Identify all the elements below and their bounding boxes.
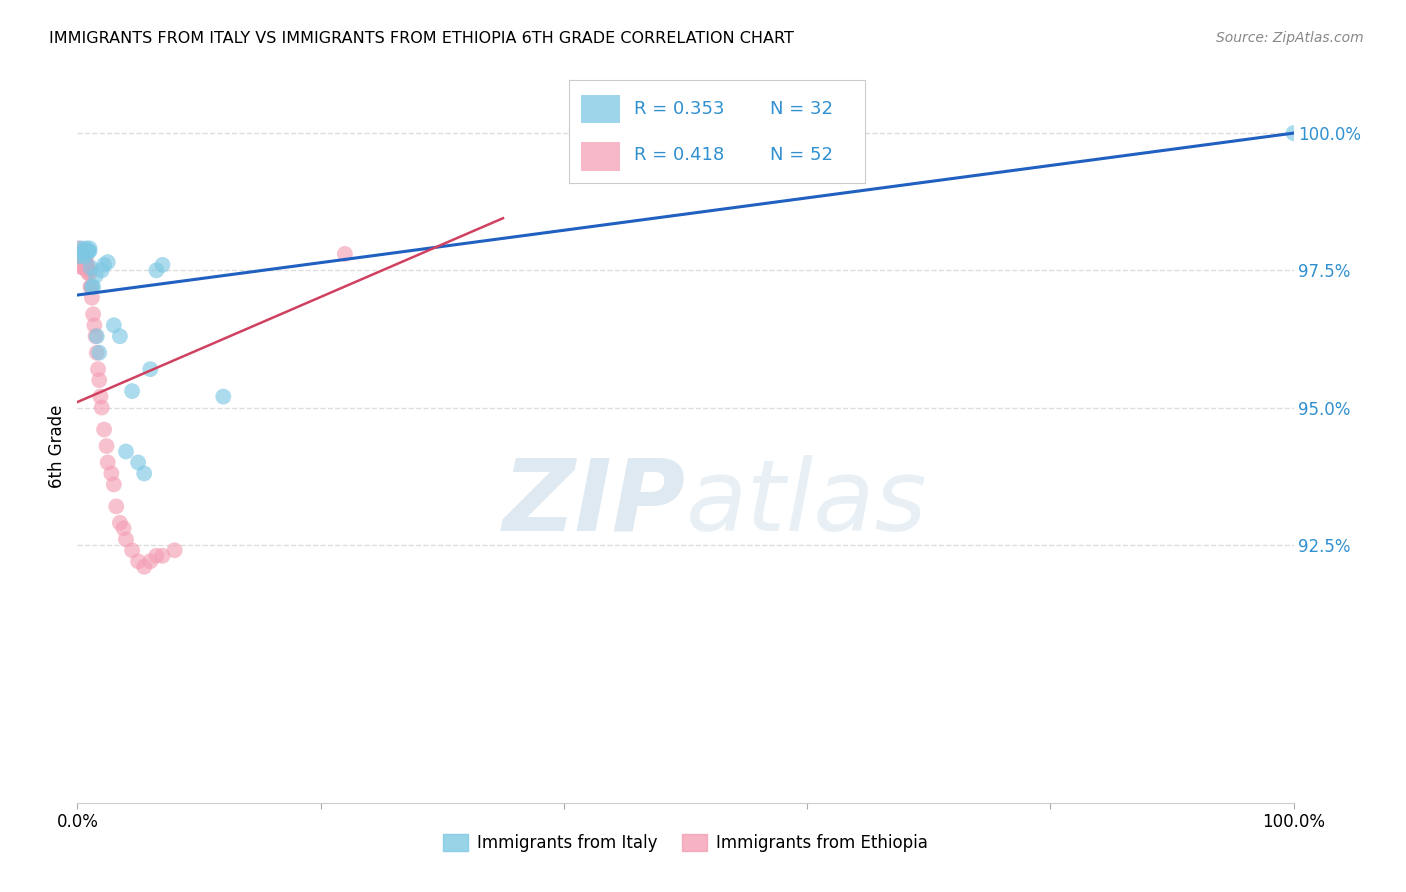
Point <box>127 455 149 469</box>
Point <box>82 307 104 321</box>
Text: ZIP: ZIP <box>502 455 686 551</box>
Point <box>108 329 131 343</box>
Point <box>103 477 125 491</box>
Point <box>86 329 108 343</box>
Point <box>100 467 122 481</box>
Point <box>96 439 118 453</box>
Point <box>115 444 138 458</box>
Point <box>89 390 111 404</box>
Point <box>70 252 93 267</box>
Point <box>67 250 90 264</box>
Point <box>212 390 235 404</box>
Point <box>115 533 138 547</box>
Point <box>80 280 103 294</box>
Point <box>90 401 112 415</box>
Point <box>84 329 107 343</box>
Point <box>80 291 103 305</box>
Point <box>134 559 156 574</box>
Point <box>79 266 101 280</box>
Point <box>152 258 174 272</box>
Point <box>121 543 143 558</box>
Text: N = 32: N = 32 <box>770 100 834 118</box>
Point <box>105 500 128 514</box>
Point <box>67 241 90 255</box>
Point <box>73 250 96 264</box>
Point <box>82 280 104 294</box>
Text: R = 0.353: R = 0.353 <box>634 100 725 118</box>
Point <box>75 244 97 259</box>
Point <box>163 543 186 558</box>
Point <box>145 549 167 563</box>
Point <box>145 263 167 277</box>
Legend: Immigrants from Italy, Immigrants from Ethiopia: Immigrants from Italy, Immigrants from E… <box>437 827 934 859</box>
Point <box>97 255 120 269</box>
Point <box>1282 126 1305 140</box>
Point <box>76 260 98 275</box>
Point <box>67 250 90 264</box>
Point <box>70 247 93 261</box>
Point <box>93 423 115 437</box>
Point <box>80 280 103 294</box>
Bar <box>581 95 620 123</box>
Point <box>69 252 91 267</box>
Point <box>72 255 94 269</box>
Point <box>139 554 162 568</box>
Point <box>76 258 98 272</box>
Point <box>77 263 100 277</box>
Point <box>76 244 98 259</box>
Point <box>75 241 97 255</box>
Point <box>121 384 143 398</box>
Point <box>69 247 91 261</box>
Point <box>97 455 120 469</box>
Text: R = 0.418: R = 0.418 <box>634 146 724 164</box>
Bar <box>581 142 620 170</box>
Point <box>72 252 94 267</box>
Point <box>70 260 93 275</box>
Text: IMMIGRANTS FROM ITALY VS IMMIGRANTS FROM ETHIOPIA 6TH GRADE CORRELATION CHART: IMMIGRANTS FROM ITALY VS IMMIGRANTS FROM… <box>49 31 794 46</box>
Point <box>77 266 100 280</box>
Point <box>77 244 100 259</box>
Point <box>79 241 101 255</box>
Point <box>75 260 97 275</box>
Point <box>333 247 356 261</box>
Point <box>152 549 174 563</box>
Point <box>72 244 94 259</box>
Point <box>89 345 111 359</box>
Point <box>73 252 96 267</box>
Point <box>80 280 103 294</box>
Point <box>87 362 110 376</box>
Point <box>108 516 131 530</box>
Point <box>89 373 111 387</box>
Point <box>73 260 96 275</box>
Text: atlas: atlas <box>686 455 927 551</box>
Point <box>75 252 97 267</box>
Point <box>79 263 101 277</box>
Point <box>73 247 96 261</box>
Point <box>134 467 156 481</box>
Point <box>93 258 115 272</box>
Y-axis label: 6th Grade: 6th Grade <box>48 404 66 488</box>
Point <box>103 318 125 333</box>
Point <box>80 260 103 275</box>
Point <box>139 362 162 376</box>
Point <box>112 521 135 535</box>
Point <box>83 318 105 333</box>
Point <box>70 241 93 255</box>
Point <box>84 268 107 283</box>
Point <box>127 554 149 568</box>
Point <box>75 258 97 272</box>
Point <box>72 260 94 275</box>
Point <box>79 244 101 259</box>
Point <box>86 345 108 359</box>
Text: N = 52: N = 52 <box>770 146 834 164</box>
Point <box>66 247 89 261</box>
Point <box>70 250 93 264</box>
Text: Source: ZipAtlas.com: Source: ZipAtlas.com <box>1216 31 1364 45</box>
Point <box>77 244 100 259</box>
Point <box>70 252 93 267</box>
Point <box>90 263 112 277</box>
